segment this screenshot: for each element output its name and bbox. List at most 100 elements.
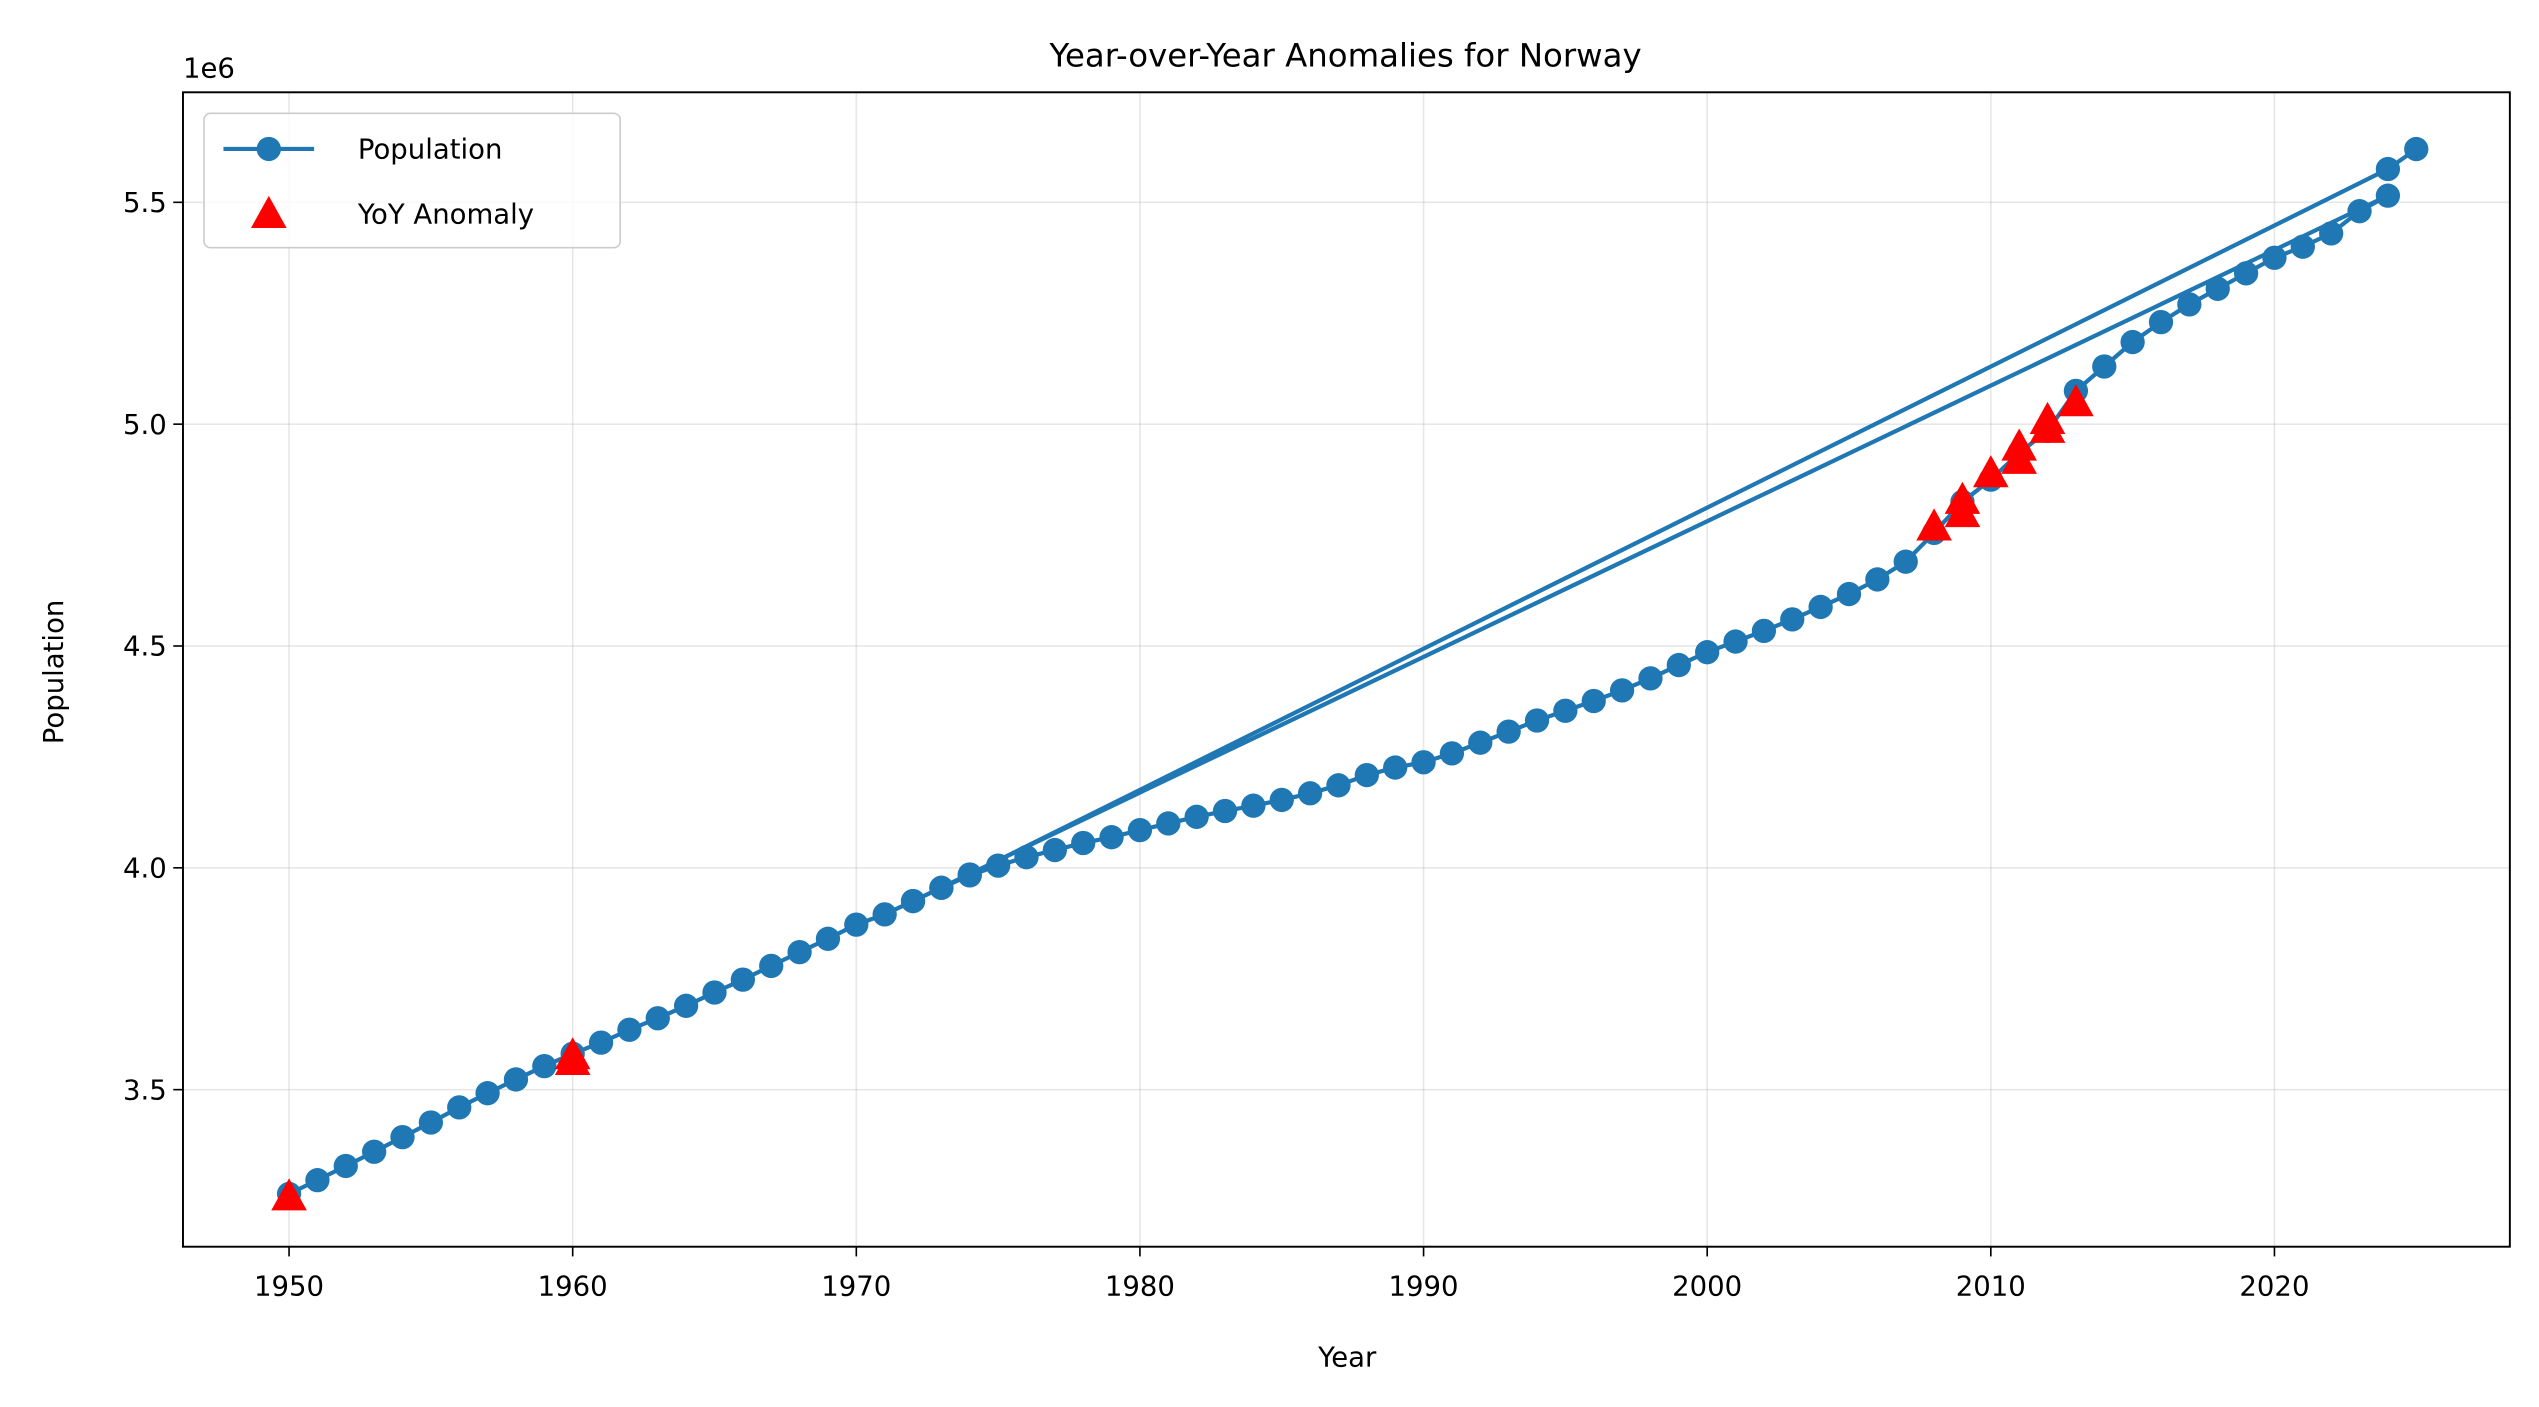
plot-frame [182,91,2511,1248]
anomaly-marker [554,1037,591,1070]
point-marker [390,1124,415,1150]
anomaly-marker [1944,481,1981,514]
point-marker [1383,755,1408,780]
chart-title: Year-over-Year Anomalies for Norway [1049,36,1642,74]
point-marker [2319,221,2344,246]
point-marker [2375,183,2401,208]
point-marker [1468,730,1493,755]
point-marker [2404,136,2429,162]
point-marker [1071,830,1096,856]
point-marker [2262,245,2287,270]
anomaly-marker [271,1178,307,1211]
y-tick-label: 3.5 [123,1074,167,1106]
point-marker [1269,787,1294,813]
point-marker [305,1168,330,1193]
point-marker [2120,329,2145,355]
point-marker [1865,567,1890,592]
x-axis-label: Year [1317,1342,1377,1374]
point-marker [645,1006,670,1031]
point-marker [1638,666,1663,691]
point-marker [844,912,869,937]
point-marker [872,902,897,927]
y-tick-label: 5.5 [123,187,167,219]
point-marker [1127,817,1153,843]
point-marker [815,926,841,951]
point-marker [2177,292,2202,317]
point-marker [985,853,1011,878]
y-tick-label: 5.0 [123,409,167,441]
anomaly-marker [2029,401,2066,434]
legend-marker [250,195,287,228]
point-marker [1609,678,1635,703]
x-tick-label: 2020 [2239,1270,2309,1302]
point-marker [2148,309,2174,335]
point-marker [2375,156,2401,182]
x-tick-label: 1950 [254,1270,324,1302]
point-marker [1184,804,1209,829]
point-marker [1496,719,1521,744]
point-marker [1212,798,1238,824]
point-marker [730,967,756,992]
point-marker [787,939,812,965]
point-marker [1723,629,1748,654]
y-tick-label: 4.0 [123,853,167,885]
point-marker [1780,607,1805,632]
point-marker [1836,581,1862,607]
point-marker [1524,708,1550,733]
point-marker [929,875,954,900]
point-marker [702,980,727,1005]
x-tick-label: 2010 [1956,1270,2026,1302]
point-marker [1751,618,1777,644]
point-marker [1042,837,1067,863]
point-marker [673,993,699,1018]
x-tick-label: 1990 [1389,1270,1459,1302]
point-marker [900,888,926,914]
point-marker [759,953,784,979]
point-marker [475,1081,500,1106]
point-marker [503,1067,529,1092]
point-marker [1808,594,1833,620]
point-marker [2092,354,2117,379]
point-marker [1297,781,1323,806]
point-marker [2290,234,2315,259]
legend: Population YoY Anomaly [203,112,621,249]
point-marker [1666,652,1691,678]
point-marker [1326,773,1351,798]
legend-marker [256,136,281,162]
legend-label: Population [358,134,503,166]
point-marker [1241,793,1266,818]
anomaly-marker [2001,428,2037,461]
point-marker [532,1053,557,1079]
point-marker [1439,741,1465,766]
point-marker [1411,750,1436,775]
point-marker [1354,762,1379,788]
x-tick-label: 1970 [821,1270,891,1302]
point-marker [418,1110,444,1135]
x-tick-label: 1980 [1105,1270,1175,1302]
legend-label: YoY Anomaly [357,198,534,230]
point-marker [333,1153,358,1179]
y-axis-label: Population [38,600,70,745]
point-marker [1099,825,1124,850]
point-marker [617,1017,642,1042]
point-marker [1581,688,1606,714]
point-marker [1553,698,1578,723]
point-marker [1156,811,1181,836]
point-marker [361,1139,387,1164]
point-marker [2205,276,2230,301]
point-marker [1893,549,1918,574]
anomaly-marker [1916,508,1952,541]
point-marker [2233,261,2259,286]
x-tick-label: 2000 [1672,1270,1742,1302]
point-marker [1695,640,1720,665]
y-offset-label: 1e6 [183,53,235,85]
anomaly-marker [2058,384,2094,417]
point-marker [588,1030,614,1055]
point-marker [447,1095,472,1120]
anomaly-marker [1973,455,2009,488]
point-marker [957,862,982,887]
y-tick-label: 4.5 [123,631,167,663]
x-tick-label: 1960 [538,1270,608,1302]
